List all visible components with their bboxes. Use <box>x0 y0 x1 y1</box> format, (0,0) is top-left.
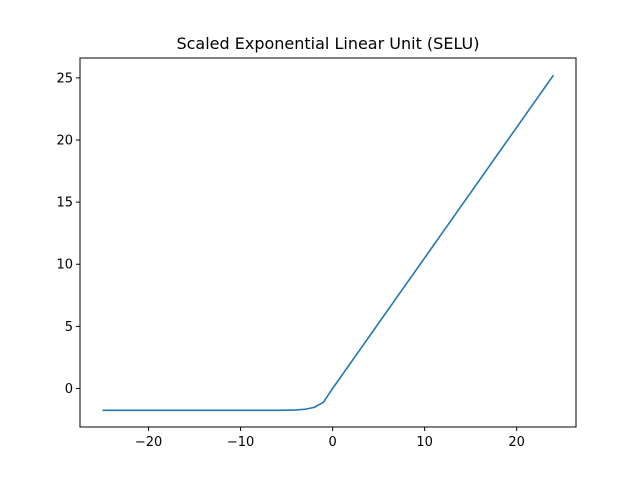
x-axis: −20 −10 0 10 20 <box>135 427 525 450</box>
y-axis: 0 5 10 15 20 25 <box>56 71 80 397</box>
x-tick-label: 10 <box>416 435 433 450</box>
y-tick-label: 15 <box>56 196 73 211</box>
y-tick-label: 10 <box>56 258 73 273</box>
x-tick-label: −20 <box>135 435 162 450</box>
y-tick-label: 20 <box>56 134 73 149</box>
x-tick-label: −10 <box>227 435 254 450</box>
x-tick-label: 20 <box>508 435 525 450</box>
y-tick-label: 0 <box>65 382 73 397</box>
y-tick-label: 25 <box>56 71 73 86</box>
x-tick-label: 0 <box>328 435 336 450</box>
chart-title: Scaled Exponential Linear Unit (SELU) <box>176 34 479 53</box>
y-tick-label: 5 <box>65 320 73 335</box>
selu-series-line <box>102 74 555 412</box>
plot-area-frame <box>79 57 577 428</box>
